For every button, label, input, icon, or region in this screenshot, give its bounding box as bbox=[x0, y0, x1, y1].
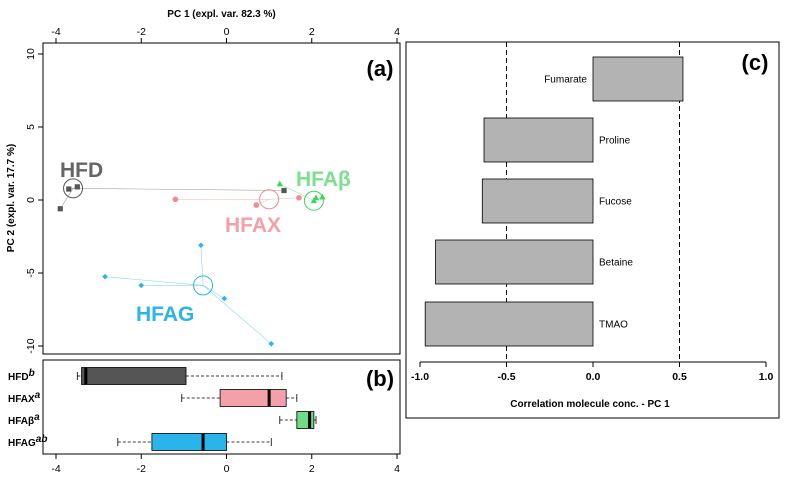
panel-b-boxes bbox=[76, 367, 317, 451]
bar-label-tmao: TMAO bbox=[599, 320, 628, 331]
group-label-hfax: HFAX bbox=[225, 214, 281, 237]
panel-a-centroids bbox=[63, 178, 324, 296]
bar-tmao bbox=[424, 301, 594, 347]
panel-a: PC 1 (expl. var. 82.3 %) PC 2 (expl. var… bbox=[6, 9, 401, 355]
point-triangle bbox=[312, 194, 320, 201]
point-triangle bbox=[276, 180, 283, 187]
spoke-line bbox=[202, 285, 272, 345]
group-label-hfag: HFAG bbox=[136, 303, 194, 326]
spoke-line bbox=[73, 188, 285, 191]
bar-label-fucose: Fucose bbox=[599, 197, 632, 208]
panel-a-frame bbox=[42, 42, 401, 355]
box-body bbox=[296, 411, 315, 429]
point-diamond bbox=[198, 242, 204, 249]
point-circle bbox=[172, 196, 179, 203]
bar-label-proline: Proline bbox=[599, 136, 631, 147]
panel-b-tick-label: -2 bbox=[137, 463, 146, 475]
panel-a-left-tick-label: -5 bbox=[25, 268, 37, 277]
point-diamond bbox=[138, 282, 145, 289]
centroid-circle bbox=[193, 275, 214, 296]
bar-fumarate bbox=[592, 56, 684, 102]
point-diamond bbox=[268, 341, 275, 347]
box-body bbox=[81, 367, 187, 385]
panel-c-letter: (c) bbox=[742, 50, 769, 75]
box-label-hfax: HFAXa bbox=[8, 390, 41, 405]
panel-c-bottom-axis: -1.0 -0.5 0.0 0.5 1.0 bbox=[411, 361, 774, 383]
panel-c-tick-label: -1.0 bbox=[411, 371, 429, 383]
panel-a-top-tick-label: 4 bbox=[394, 26, 400, 38]
centroid-circle bbox=[303, 190, 324, 211]
panel-a-xlabel: PC 1 (expl. var. 82.3 %) bbox=[167, 9, 275, 20]
panel-a-left-tick-label: -10 bbox=[25, 338, 37, 353]
panel-b-tick-label: 0 bbox=[224, 463, 230, 475]
panel-b-tick-label: 4 bbox=[394, 463, 400, 475]
panel-a-left-tick-label: 10 bbox=[25, 48, 37, 60]
panel-c-tick-label: 0.0 bbox=[586, 371, 601, 383]
point-square bbox=[74, 184, 80, 190]
panel-a-top-tick-label: -2 bbox=[137, 26, 146, 38]
panel-a-letter: (a) bbox=[367, 56, 394, 81]
panel-b-tick-label: -4 bbox=[51, 463, 60, 475]
spoke-line bbox=[202, 285, 225, 299]
panel-b-row-labels: HFDb HFAXa HFAβa HFAGab bbox=[8, 368, 47, 449]
panel-c: (c) Fumarate Proline Fucose Betaine TMAO -1.… bbox=[405, 41, 780, 419]
spoke-line bbox=[104, 276, 204, 286]
panel-a-top-tick-label: 0 bbox=[224, 26, 230, 38]
bar-betaine bbox=[435, 239, 594, 285]
point-square bbox=[281, 187, 287, 194]
spoke-line bbox=[60, 188, 74, 209]
box-body bbox=[151, 433, 227, 451]
spoke-line bbox=[200, 245, 204, 286]
box-label-hfd: HFDb bbox=[8, 368, 35, 383]
bar-label-betaine: Betaine bbox=[599, 258, 633, 269]
group-label-hfab: HFAβ bbox=[296, 168, 351, 191]
panel-a-points bbox=[57, 180, 326, 347]
box-label-hfag: HFAGab bbox=[8, 434, 47, 449]
bar-fucose bbox=[481, 178, 594, 224]
panel-c-xlabel: Correlation molecule conc. - PC 1 bbox=[510, 399, 670, 410]
panel-c-tick-label: 0.5 bbox=[672, 371, 687, 383]
panel-a-top-tick-label: -4 bbox=[51, 26, 60, 38]
panel-a-top-axis: -4 -2 0 2 4 bbox=[51, 26, 400, 44]
centroid-circle bbox=[63, 178, 84, 199]
panel-c-tick-label: 1.0 bbox=[759, 371, 774, 383]
panel-b-letter: (b) bbox=[366, 366, 394, 391]
panel-a-top-tick-label: 2 bbox=[309, 26, 315, 38]
panel-a-left-tick-label: 0 bbox=[25, 197, 37, 203]
box-body bbox=[219, 389, 287, 407]
panel-a-ylabel: PC 2 (expl. var. 17.7 %) bbox=[6, 144, 17, 252]
bar-proline bbox=[483, 117, 594, 163]
panel-c-bars: Fumarate Proline Fucose Betaine TMAO bbox=[424, 56, 684, 347]
point-diamond bbox=[221, 295, 228, 302]
panel-a-left-axis: -10 -5 0 5 10 bbox=[25, 48, 44, 354]
group-label-hfd: HFD bbox=[60, 159, 103, 182]
panel-c-tick-label: -0.5 bbox=[497, 371, 515, 383]
centroid-circle bbox=[259, 189, 280, 210]
panel-b: (b) -4 -2 0 2 4 HFDb HFAXa HFAβa HFAGab bbox=[8, 359, 401, 475]
panel-a-left-tick-label: 5 bbox=[25, 124, 37, 130]
point-square bbox=[57, 206, 63, 212]
panel-a-group-labels: HFD HFAX HFAβ HFAG bbox=[60, 159, 351, 326]
panel-b-bottom-axis: -4 -2 0 2 4 bbox=[51, 453, 400, 475]
box-label-hfab: HFAβa bbox=[8, 412, 40, 427]
point-triangle bbox=[310, 197, 317, 204]
point-triangle bbox=[319, 193, 326, 200]
spoke-line bbox=[269, 197, 299, 200]
point-diamond bbox=[102, 273, 108, 280]
panel-c-frame bbox=[405, 41, 780, 419]
point-square bbox=[66, 186, 72, 192]
point-circle bbox=[296, 195, 302, 201]
spoke-line bbox=[279, 183, 315, 201]
point-circle bbox=[253, 202, 260, 208]
bar-label-fumarate: Fumarate bbox=[544, 75, 587, 86]
panel-b-tick-label: 2 bbox=[309, 463, 315, 475]
